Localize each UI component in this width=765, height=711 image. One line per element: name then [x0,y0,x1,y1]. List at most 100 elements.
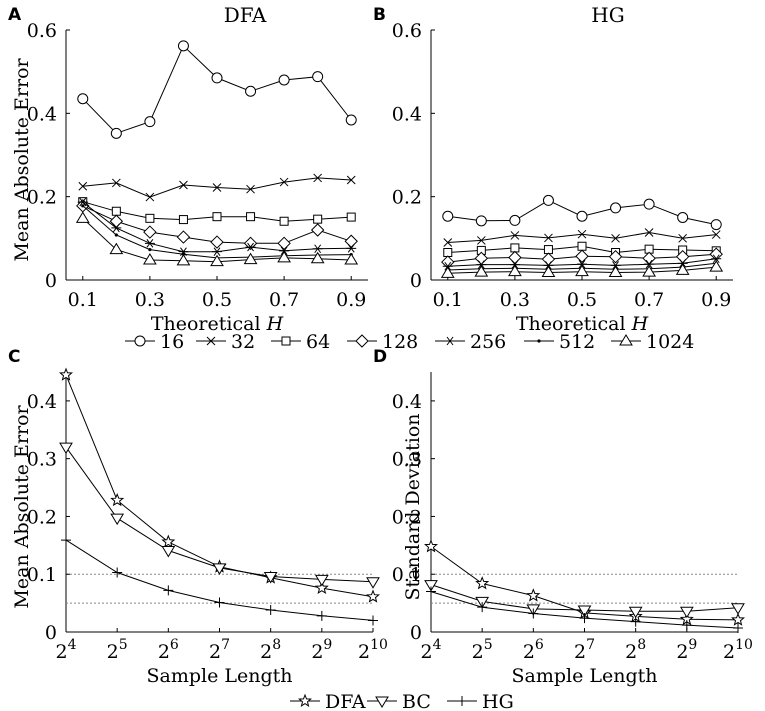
panel-a-series-64-point-1 [111,206,121,216]
panel-b-series-1024-point-5 [608,265,623,277]
panel-b-x-tick-label-3: 0.7 [634,289,664,311]
legend-item-512: 512 [524,331,595,353]
panel-c-series-bc-point-2 [161,546,176,558]
panel-a-series-128-point-7 [310,223,325,237]
panel-c-x-tick-label-4: 28 [260,637,281,663]
panel-b-series-16-point-1 [475,215,487,227]
chart-panel-a: 0 0.2 0.4 0.6 0.1 0.3 0.5 0.7 0.9 Theoretical H Me… [11,20,368,335]
panel-a-series-1024-point-7 [310,251,325,264]
panel-c-x-tick-label-1: 25 [107,637,128,663]
panel-b-series-32-point-1 [476,236,486,245]
panel-d-x-tick-label-0: 24 [420,637,441,663]
panel-a-series-16-point-0 [77,93,89,105]
panel-d-series-bc-point-5 [679,606,694,619]
legend-label-bc: BC [402,691,431,711]
panel-b-series-128-point-4 [575,249,589,263]
panel-b-series-32-point-6 [644,228,654,237]
panel-b-series-16-point-5 [610,202,622,214]
panel-b-series-1024-point-4 [575,264,589,277]
panel-a-y-tick-label-3: 0.6 [27,20,57,42]
legend-marker-128 [355,334,369,348]
panel-a-series-128-point-1 [109,214,124,228]
panel-b-y-tick-label-1: 0.2 [392,187,422,209]
panel-a-series-256-point-7 [312,244,323,254]
panel-d-x-tick-label-1: 25 [472,637,493,663]
panel-d-y-axis-label: Standard Deviation [402,414,424,601]
panel-a-series-1024-point-8 [344,253,359,265]
panel-a-series-32-point-5 [246,184,255,194]
panel-b-series-128-point-5 [608,249,623,264]
legend-item-128: 128 [347,331,418,353]
panel-a-series-64-point-4 [212,212,222,222]
chart-panel-c: 0 0.1 0.2 0.3 0.4 24 25 26 27 28 29 210 Sample Lengt… [11,367,388,687]
legend-item-dfa: DFA [290,691,366,711]
panel-c-series-hg-point-1 [112,567,123,578]
panel-a-series-256-point-5 [245,242,256,252]
legend-marker-256 [445,336,455,346]
panel-d-series-hg-point-1 [477,602,488,613]
panel-d-x-axis-label: Sample Length [511,665,657,687]
panel-b-y-tick-label-3: 0.6 [392,20,422,42]
panel-b-y-tick-label-0: 0 [410,270,422,292]
legend-marker-hg [457,696,467,706]
panel-a-series-16-point-1 [110,127,122,139]
panel-c-y-tick-label-0: 0 [45,622,57,644]
panel-a-series-32-point-2 [145,192,155,202]
panel-b-series-16-point-0 [442,210,454,222]
panel-c-x-tick-label-3: 27 [209,637,230,663]
panel-a-series-256-point-6 [279,246,290,256]
panel-b-series-64-point-2 [510,243,520,253]
panel-c-series-dfa-point-2 [161,534,176,548]
panel-c-series-dfa-point-0 [59,367,73,381]
panel-b-series-256-point-0 [442,261,453,271]
panel-c-y-axis-label: Mean Absolute Error [11,405,33,609]
panel-b-series-16-point-2 [509,214,521,226]
panel-a-x-axis-label: Theoretical H [151,313,284,335]
panel-c-x-tick-label-5: 29 [311,637,332,663]
panel-c-series-dfa-point-1 [110,492,125,507]
panel-c-series-bc-point-4 [263,572,278,584]
legend-bottom: DFA BC HG [290,691,514,711]
panel-b-x-tick-label-1: 0.3 [500,289,530,311]
panel-a-series-128-point-3 [176,230,191,244]
panel-a-series-128-point-8 [344,234,358,248]
legend-label-256: 256 [470,331,506,353]
panel-a-series-32-point-0 [78,181,88,191]
panel-b-series-256-point-5 [610,261,621,270]
panel-a-series-16 [77,40,357,139]
panel-a-series-32-point-3 [179,180,188,190]
panel-b-series-1024 [440,260,724,278]
panel-b-series-1024-point-3 [541,265,556,277]
panel-a-series-128-point-6 [277,236,291,251]
panel-a-series-1024-point-3 [176,253,191,266]
panel-a-series-128 [76,199,358,251]
panel-c-series-bc-point-6 [366,577,380,589]
panel-d-series-hg-point-5 [681,620,692,631]
panel-a-y-axis-label: Mean Absolute Error [11,58,33,262]
panel-a-series-256-point-2 [144,239,155,248]
panel-c-x-tick-label-0: 24 [55,637,76,663]
panel-a-series-16-point-4 [211,72,223,84]
panel-b-series-64-point-4 [577,241,587,251]
panel-d-x-tick-label-6: 210 [723,637,753,663]
panel-c-y-tick-label-3: 0.3 [27,449,57,471]
panel-b-series-1024-point-1 [474,265,489,277]
panel-d-series-hg-point-0 [426,586,436,597]
panel-a-x-tick-label-1: 0.3 [135,289,165,311]
panel-b-series-1024-point-8 [709,260,724,272]
panel-d-y-tick-label-2: 0.2 [392,506,422,528]
panel-a-series-1024-point-6 [277,250,291,263]
panel-d-x-tick-label-2: 26 [523,637,544,663]
panel-a-series-16-point-8 [345,114,357,126]
panel-c-series-bc-point-3 [212,563,227,575]
legend-label-128: 128 [382,331,418,353]
panel-b-series-32-point-7 [678,233,688,243]
panel-b-x-axis-label: Theoretical H [516,313,649,335]
panel-c-series-hg-point-0 [61,535,71,546]
panel-a-series-16-point-3 [177,40,189,52]
panel-c-series-hg-point-5 [316,610,327,621]
panel-a-series-128-point-2 [143,225,157,239]
legend-item-16: 16 [125,331,184,353]
panel-c-y-tick-label-4: 0.4 [27,391,57,413]
panel-b-series-64-point-3 [543,245,553,255]
